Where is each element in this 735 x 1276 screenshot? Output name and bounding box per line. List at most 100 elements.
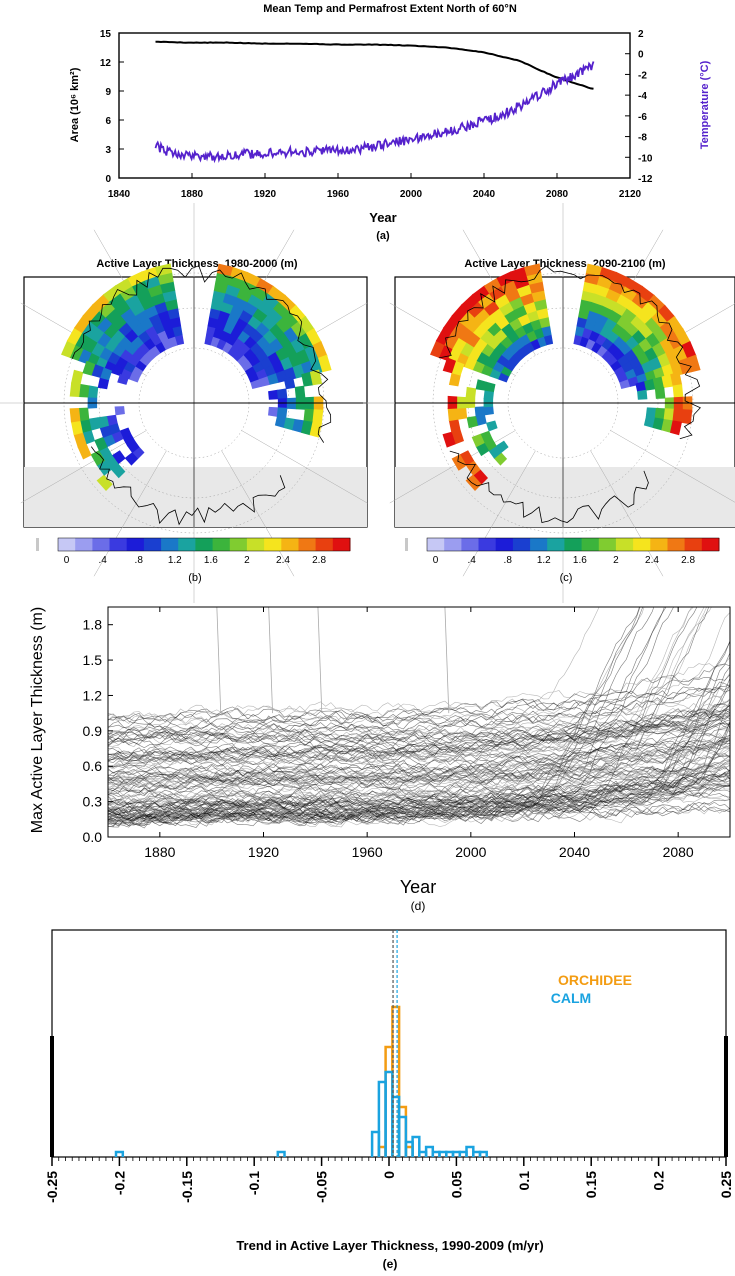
colorbar-label: 2.4	[276, 555, 290, 566]
map-cell	[312, 341, 328, 359]
map-cell	[309, 421, 322, 438]
map-cell	[140, 296, 156, 311]
map-cell	[448, 418, 461, 433]
colorbar-swatch	[633, 538, 651, 551]
map-cell	[309, 369, 323, 386]
colorbar-swatch	[512, 538, 531, 551]
map-cell	[616, 294, 633, 309]
panel-d-x-ticks: 1880 1920 1960 2000 2040 2080	[144, 607, 694, 860]
map-cell	[124, 452, 139, 466]
map-cell	[290, 321, 307, 339]
map-cell	[493, 293, 511, 309]
map-cell	[541, 325, 552, 337]
panel-e-legend-calm: CALM	[551, 990, 591, 1006]
map-cell	[496, 271, 515, 287]
colorbar-label: .4	[467, 555, 476, 566]
panel-c: Active Layer Thickness, 2090-2100 (m) 0.…	[363, 203, 735, 603]
panel-b-colorbar-labels: 0 .4 .8 1.2 1.6 2 2.4 2.8	[64, 555, 327, 566]
ensemble-line	[108, 709, 730, 748]
calm-bar	[114, 1150, 125, 1157]
y-tick-label: 1.2	[83, 687, 103, 703]
map-cell	[442, 357, 456, 374]
map-cell	[524, 341, 536, 354]
ensemble-line	[108, 722, 730, 743]
ensemble-line	[108, 783, 730, 822]
ensemble-line	[108, 695, 730, 726]
map-cell	[98, 446, 113, 461]
colorbar-swatch	[264, 538, 282, 551]
map-cell	[661, 419, 674, 433]
x-tick-label: 2120	[619, 189, 642, 200]
map-cell	[119, 285, 138, 301]
ensemble-line	[108, 607, 712, 779]
map-cell	[117, 373, 129, 385]
panel-d-ensemble-lines	[108, 607, 730, 829]
colorbar-swatch	[650, 538, 668, 551]
meridian-line	[462, 450, 536, 577]
x-tick-label: 0.1	[516, 1171, 532, 1191]
map-cell	[212, 290, 227, 303]
map-cell	[658, 304, 676, 323]
spike-line	[216, 607, 222, 714]
panel-a-title: Mean Temp and Permafrost Extent North of…	[263, 3, 517, 15]
panel-e-histograms	[114, 930, 488, 1157]
colorbar-label: 2.8	[312, 555, 326, 566]
x-tick-label: -0.05	[314, 1171, 330, 1203]
map-cell	[273, 301, 291, 319]
y-left-tick-label: 9	[105, 87, 111, 98]
panel-d-lines-group	[108, 607, 730, 829]
colorbar-swatch	[92, 538, 111, 551]
map-cell	[619, 379, 631, 389]
x-tick-label: 1920	[248, 844, 279, 860]
map-cell	[670, 371, 683, 387]
ensemble-line	[108, 712, 730, 763]
map-cell	[250, 379, 262, 389]
map-cell	[276, 407, 288, 419]
colorbar-swatch	[598, 538, 617, 551]
panel-a-ylabel-right: Temperature (°C)	[699, 60, 711, 149]
y-right-tick-label: 2	[638, 29, 644, 40]
panel-b-title: Active Layer Thickness, 1980-2000 (m)	[96, 258, 298, 270]
x-tick-label: -0.2	[111, 1171, 127, 1195]
map-cell	[97, 376, 110, 390]
meridian-line	[221, 450, 295, 577]
colorbar-swatch	[427, 538, 445, 551]
map-cell	[674, 328, 691, 347]
map-cell	[292, 419, 305, 433]
map-cell	[450, 320, 467, 338]
colorbar-swatch	[315, 538, 334, 551]
map-cell	[681, 341, 697, 359]
coastline	[438, 265, 701, 440]
map-cell	[488, 285, 507, 301]
map-cell	[210, 299, 224, 311]
map-cell	[114, 277, 133, 294]
map-cell	[609, 280, 627, 295]
map-cell	[483, 406, 494, 416]
map-cell	[288, 352, 302, 368]
map-cell	[636, 351, 651, 366]
y-right-tick-label: -12	[638, 174, 653, 185]
map-cell	[290, 337, 306, 354]
panel-b-map-lower-band	[24, 467, 367, 527]
map-cell	[124, 293, 142, 309]
map-cell	[206, 325, 217, 337]
map-cell	[256, 368, 268, 380]
map-cell	[78, 407, 90, 422]
colorbar-label: 0	[433, 555, 439, 566]
ensemble-line	[108, 762, 730, 825]
map-cell	[530, 318, 543, 331]
ensemble-line	[108, 607, 710, 768]
map-cell	[74, 331, 91, 350]
map-cell	[505, 288, 522, 303]
colorbar-swatch	[58, 538, 76, 551]
meridian-line	[610, 430, 735, 503]
map-cell	[467, 300, 485, 318]
colorbar-swatch	[143, 538, 162, 551]
map-cell	[645, 407, 657, 419]
map-cell	[155, 341, 167, 354]
map-cell	[637, 389, 648, 400]
map-cell	[108, 292, 127, 309]
panel-b-label: (b)	[188, 572, 201, 584]
map-cell	[131, 279, 149, 295]
map-cell	[644, 347, 659, 362]
